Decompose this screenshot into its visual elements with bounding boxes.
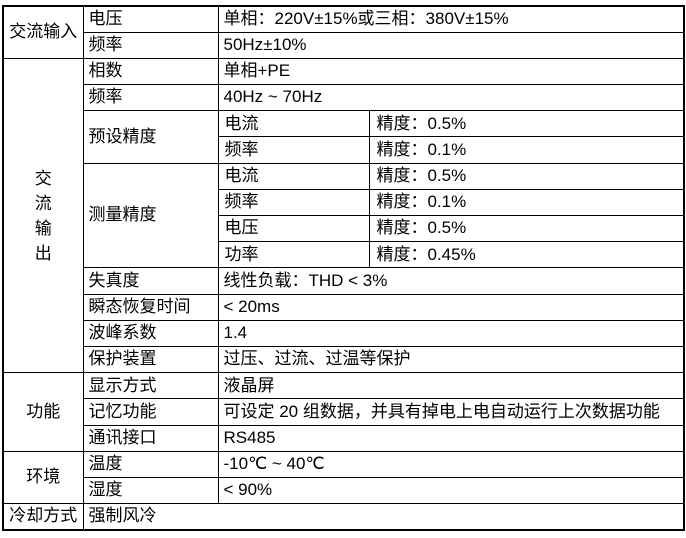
table-row: 冷却方式 强制风冷 [2, 503, 685, 531]
table-row: 预设精度 电流 精度：0.5% [3, 110, 685, 164]
section-label-function: 功能 [2, 372, 84, 452]
attr-cell: 湿度 [82, 476, 219, 505]
table-row: 功能 显示方式 液晶屏 [2, 372, 685, 452]
section-label-environment: 环境 [2, 450, 84, 505]
value-cell: 单相：220V±15%或三相：380V±15% [217, 5, 685, 33]
attr-cell: 瞬态恢复时间 [82, 293, 219, 321]
vertical-section-label: 交流输出 [34, 168, 52, 263]
table-row: 测量精度 电流 精度：0.5% [3, 162, 685, 269]
table-row: 频率 精度：0.1% [3, 136, 685, 164]
value-cell: 强制风冷 [82, 503, 685, 531]
attr-cell: 相数 [82, 57, 219, 86]
attr-cell: 保护装置 [82, 345, 219, 374]
table-row: 环境 温度 -10℃ ~ 40℃ [2, 450, 685, 505]
attr-cell: 测量精度 [82, 162, 219, 269]
attr-cell: 频率 [82, 31, 219, 59]
table-row: 瞬态恢复时间 < 20ms [3, 293, 685, 321]
sub-value-cell: 精度：0.1% [368, 136, 685, 164]
sub-attr-cell: 频率 [217, 136, 370, 164]
attr-cell: 显示方式 [82, 372, 219, 400]
value-cell: 40Hz ~ 70Hz [217, 84, 685, 112]
sub-value-cell: 精度：0.1% [368, 188, 685, 217]
table-row: 保护装置 过压、过流、过温等保护 [3, 345, 685, 374]
value-cell: 50Hz±10% [217, 31, 685, 59]
sub-attr-cell: 功率 [217, 241, 370, 269]
section-label-ac-output: 交流输出 [2, 57, 84, 374]
attr-cell: 记忆功能 [82, 398, 219, 426]
value-cell: 过压、过流、过温等保护 [217, 345, 685, 374]
attr-cell: 通讯接口 [82, 424, 219, 452]
table-row: 频率 精度：0.1% [3, 188, 685, 217]
attr-cell: 温度 [82, 450, 219, 478]
attr-cell: 波峰系数 [82, 319, 219, 347]
attr-cell: 频率 [82, 84, 219, 112]
value-cell: 单相+PE [217, 57, 685, 86]
table-row: 功率 精度：0.45% [3, 241, 685, 269]
value-cell: 液晶屏 [217, 372, 685, 400]
sub-value-cell: 精度：0.5% [368, 110, 685, 138]
section-label-cooling: 冷却方式 [2, 503, 84, 531]
table-row: 电压 精度：0.5% [3, 214, 685, 243]
table-row: 失真度 线性负载：THD < 3% [3, 267, 685, 295]
spec-table: 交流输入 电压 单相：220V±15%或三相：380V±15% 频率 50Hz±… [2, 5, 685, 531]
table-row: 记忆功能 可设定 20 组数据，并具有掉电上电自动运行上次数据功能 [3, 398, 685, 426]
value-cell: < 20ms [217, 293, 685, 321]
table-row: 频率 40Hz ~ 70Hz [3, 84, 685, 112]
sub-value-cell: 精度：0.45% [368, 241, 685, 269]
sub-attr-cell: 频率 [217, 188, 370, 217]
attr-cell: 失真度 [82, 267, 219, 295]
sub-value-cell: 精度：0.5% [368, 162, 685, 190]
table-row: 频率 50Hz±10% [3, 31, 685, 59]
sub-attr-cell: 电压 [217, 214, 370, 243]
value-cell: -10℃ ~ 40℃ [217, 450, 685, 478]
table-row: 交流输出 相数 单相+PE [2, 57, 685, 374]
table-row: 波峰系数 1.4 [3, 319, 685, 347]
value-cell: 可设定 20 组数据，并具有掉电上电自动运行上次数据功能 [217, 398, 685, 426]
value-cell: < 90% [217, 476, 685, 505]
attr-cell: 电压 [82, 5, 219, 33]
value-cell: 1.4 [217, 319, 685, 347]
table-row: 湿度 < 90% [3, 476, 685, 505]
value-cell: 线性负载：THD < 3% [217, 267, 685, 295]
table-row: 通讯接口 RS485 [3, 424, 685, 452]
table-row: 交流输入 电压 单相：220V±15%或三相：380V±15% [2, 5, 685, 59]
sub-attr-cell: 电流 [217, 110, 370, 138]
section-label-ac-input: 交流输入 [2, 5, 84, 59]
sub-attr-cell: 电流 [217, 162, 370, 190]
value-cell: RS485 [217, 424, 685, 452]
attr-cell: 预设精度 [82, 110, 219, 164]
sub-value-cell: 精度：0.5% [368, 214, 685, 243]
